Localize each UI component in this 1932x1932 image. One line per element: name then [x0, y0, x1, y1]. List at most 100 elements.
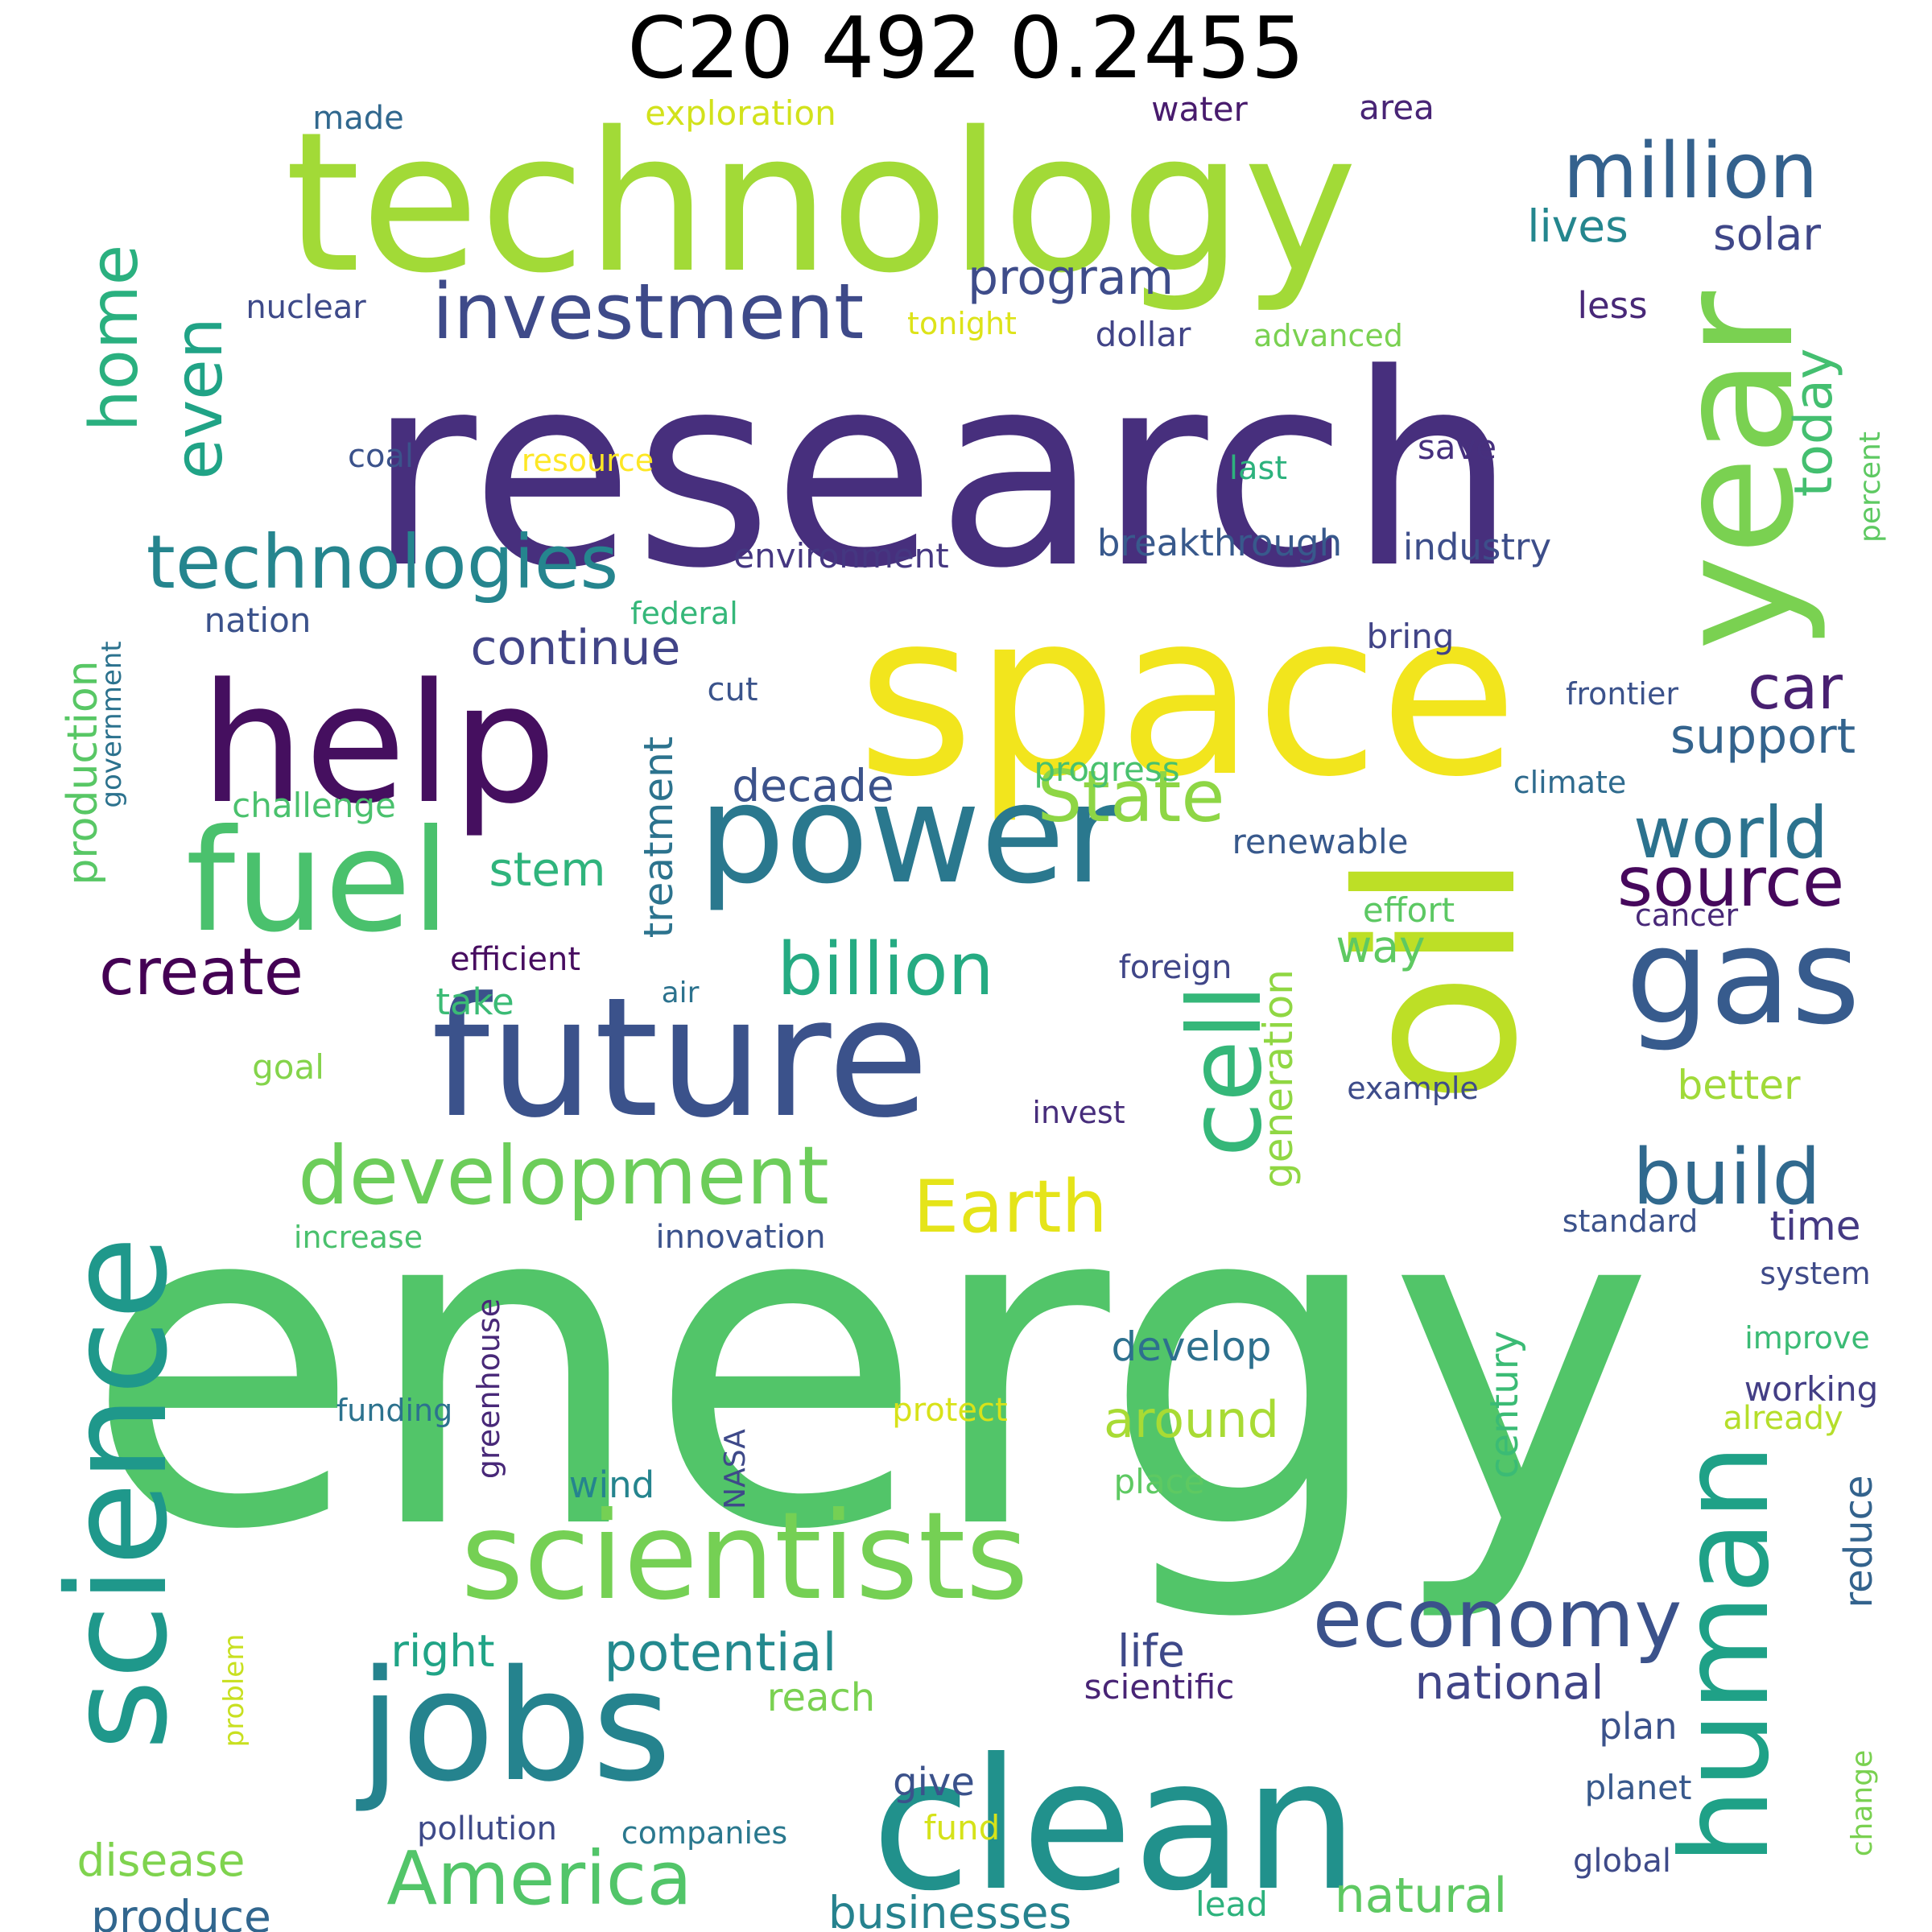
word-investment: investment — [432, 268, 864, 357]
word-better: better — [1677, 1062, 1800, 1108]
word-home: home — [76, 245, 153, 431]
word-cut: cut — [707, 671, 758, 708]
word-natural: natural — [1335, 1868, 1507, 1924]
chart-title: C20 492 0.2455 — [627, 0, 1305, 97]
word-reduce: reduce — [1836, 1475, 1881, 1608]
word-oil: oil — [1311, 851, 1565, 1104]
word-resource: resource — [522, 443, 654, 478]
word-effort: effort — [1363, 890, 1455, 930]
word-nuclear: nuclear — [246, 289, 366, 326]
word-earth: Earth — [913, 1165, 1107, 1249]
word-coal: coal — [348, 438, 414, 475]
word-million: million — [1563, 127, 1818, 216]
word-decade: decade — [732, 760, 894, 811]
word-bring: bring — [1367, 617, 1455, 656]
word-right: right — [390, 1625, 494, 1677]
word-lead: lead — [1195, 1885, 1268, 1924]
word-power: power — [698, 755, 1121, 914]
word-around: around — [1104, 1390, 1279, 1449]
word-federal: federal — [630, 596, 738, 631]
word-frontier: frontier — [1566, 676, 1678, 712]
word-challenge: challenge — [232, 786, 396, 825]
word-nasa: NASA — [719, 1429, 752, 1509]
word-solar: solar — [1713, 208, 1821, 260]
word-less: less — [1577, 284, 1647, 327]
word-billion: billion — [777, 927, 993, 1012]
word-place: place — [1114, 1462, 1205, 1501]
word-jobs: jobs — [356, 1637, 672, 1815]
word-continue: continue — [471, 620, 681, 676]
word-innovation: innovation — [655, 1219, 825, 1256]
word-dollar: dollar — [1096, 315, 1191, 354]
word-century: century — [1482, 1331, 1527, 1479]
word-goal: goal — [252, 1047, 324, 1087]
word-industry: industry — [1403, 526, 1551, 568]
word-environment: environment — [733, 536, 948, 576]
word-climate: climate — [1513, 765, 1627, 800]
word-area: area — [1359, 88, 1435, 127]
word-cancer: cancer — [1635, 898, 1739, 933]
word-made: made — [312, 100, 403, 137]
word-lives: lives — [1527, 200, 1629, 252]
word-america: America — [386, 1835, 692, 1922]
word-even: even — [161, 317, 237, 479]
word-greenhouse: greenhouse — [471, 1298, 506, 1479]
word-increase: increase — [294, 1220, 423, 1255]
word-fund: fund — [924, 1808, 1001, 1847]
word-invest: invest — [1032, 1095, 1125, 1130]
word-improve: improve — [1744, 1320, 1870, 1356]
word-protect: protect — [892, 1392, 1007, 1429]
word-national: national — [1414, 1655, 1604, 1710]
word-plan: plan — [1599, 1705, 1677, 1748]
word-breakthrough: breakthrough — [1097, 522, 1342, 564]
word-create: create — [99, 935, 303, 1009]
word-year: year — [1642, 291, 1830, 650]
word-development: development — [298, 1129, 829, 1223]
word-cell: cell — [1167, 984, 1284, 1157]
word-take: take — [436, 980, 514, 1023]
word-car: car — [1748, 652, 1843, 723]
word-science: science — [39, 1236, 198, 1751]
word-change: change — [1846, 1750, 1879, 1857]
word-scientists: scientists — [460, 1487, 1028, 1627]
word-research: research — [367, 317, 1517, 626]
word-planet: planet — [1585, 1768, 1692, 1807]
word-exploration: exploration — [645, 93, 836, 133]
word-renewable: renewable — [1232, 822, 1409, 861]
word-stem: stem — [489, 842, 605, 897]
word-reach: reach — [767, 1675, 875, 1720]
word-technologies: technologies — [147, 519, 619, 605]
word-progress: progress — [1034, 749, 1179, 789]
word-system: system — [1760, 1256, 1870, 1291]
word-government: government — [96, 641, 128, 807]
word-source: source — [1617, 843, 1844, 923]
word-today: today — [1784, 349, 1844, 497]
word-produce: produce — [91, 1891, 271, 1932]
word-example: example — [1347, 1071, 1479, 1106]
word-generation: generation — [1255, 969, 1302, 1188]
word-businesses: businesses — [828, 1887, 1071, 1932]
word-standard: standard — [1563, 1203, 1699, 1239]
word-technology: technology — [285, 90, 1358, 316]
word-companies: companies — [621, 1815, 787, 1851]
word-fuel: fuel — [186, 800, 451, 964]
word-problem: problem — [218, 1634, 250, 1748]
word-way: way — [1335, 921, 1425, 972]
word-pollution: pollution — [417, 1810, 557, 1847]
word-air: air — [662, 976, 700, 1009]
word-working: working — [1744, 1369, 1879, 1409]
word-clean: clean — [871, 1720, 1358, 1931]
word-scientific: scientific — [1084, 1667, 1235, 1707]
word-develop: develop — [1111, 1323, 1271, 1370]
word-state: State — [1038, 755, 1225, 838]
word-nation: nation — [204, 601, 312, 640]
word-human: human — [1656, 1443, 1796, 1864]
word-time: time — [1770, 1203, 1861, 1249]
word-treatment: treatment — [635, 737, 682, 939]
word-already: already — [1723, 1400, 1843, 1437]
word-build: build — [1633, 1133, 1821, 1222]
word-production: production — [59, 660, 107, 885]
word-funding: funding — [336, 1393, 452, 1428]
word-help: help — [200, 649, 556, 840]
